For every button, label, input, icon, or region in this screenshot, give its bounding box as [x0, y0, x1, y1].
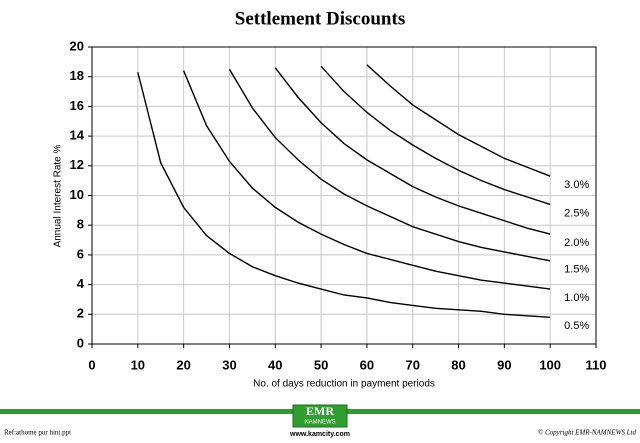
y-tick-label: 2: [77, 306, 84, 321]
x-tick-label: 40: [268, 357, 282, 372]
series-line: [137, 72, 551, 318]
file-ref: Ref:athome pur hint.ppt: [4, 429, 71, 437]
y-tick-label: 20: [70, 38, 84, 53]
series-line: [274, 67, 551, 235]
series-line: [228, 68, 551, 262]
x-axis-label: No. of days reduction in payment periods: [253, 379, 435, 390]
series-line: [182, 70, 551, 290]
copyright: © Copyright EMR-NAMNEWS Ltd: [538, 429, 637, 437]
logo-bottom: NAMNEWS: [304, 420, 335, 426]
series-label: 3.0%: [564, 179, 589, 191]
x-tick-label: 10: [131, 357, 145, 372]
y-tick-label: 0: [77, 335, 84, 350]
y-tick-label: 8: [77, 217, 84, 232]
x-tick-label: 50: [314, 357, 328, 372]
y-tick-label: 16: [70, 98, 84, 113]
x-tick-label: 0: [88, 357, 95, 372]
y-tick-label: 12: [70, 157, 84, 172]
x-tick-label: 90: [497, 357, 511, 372]
y-tick-label: 6: [77, 246, 84, 261]
y-axis-label: Annual Interest Rate %: [53, 144, 64, 247]
logo-top: EMR: [306, 404, 334, 418]
x-tick-label: 30: [222, 357, 236, 372]
series-line: [320, 65, 551, 206]
x-tick-label: 110: [586, 357, 607, 372]
series-label: 2.5%: [564, 207, 589, 219]
logo-box: [292, 404, 348, 428]
plot-frame: [91, 46, 597, 345]
y-tick-label: 14: [70, 128, 85, 143]
x-tick-label: 80: [451, 357, 465, 372]
series-label: 1.0%: [564, 292, 589, 304]
series-label: 1.5%: [564, 264, 589, 276]
x-tick-label: 100: [539, 357, 561, 372]
y-tick-label: 10: [70, 187, 84, 202]
series-label: 0.5%: [564, 320, 589, 332]
x-tick-label: 20: [176, 357, 190, 372]
series-label: 2.0%: [564, 237, 589, 249]
x-tick-label: 70: [405, 357, 419, 372]
series-line: [366, 64, 551, 177]
y-tick-label: 4: [77, 276, 85, 291]
y-tick-label: 18: [70, 68, 84, 83]
website: www.kamcity.com: [289, 431, 350, 438]
x-tick-label: 60: [360, 357, 374, 372]
chart-title: Settlement Discounts: [235, 8, 405, 29]
